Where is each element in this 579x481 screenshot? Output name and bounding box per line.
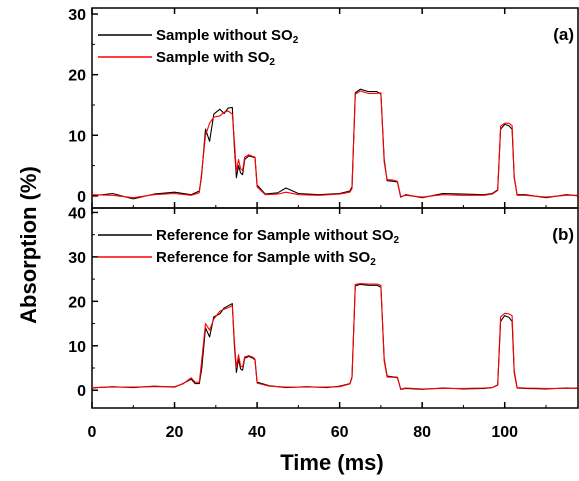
panel-label-a: (a) bbox=[553, 25, 574, 44]
x-axis: 0 20 40 60 80 100 bbox=[88, 424, 519, 441]
y-tick-label-b: 0 bbox=[77, 383, 86, 400]
x-tick-label: 0 bbox=[88, 424, 97, 441]
panel-label-b: (b) bbox=[552, 225, 574, 244]
legend-label-b-1: Reference for Sample without SO2 bbox=[156, 227, 400, 246]
panel-a: 0 10 20 30 Sample without SO2 Sample with SO2… bbox=[68, 7, 579, 209]
y-tick-label-a: 30 bbox=[68, 7, 86, 24]
y-tick-label-a: 20 bbox=[68, 68, 86, 85]
y-tick-label-b: 20 bbox=[68, 294, 86, 311]
y-tick-label-a: 10 bbox=[68, 128, 86, 145]
x-tick-label: 60 bbox=[331, 424, 349, 441]
x-tick-label: 100 bbox=[491, 424, 518, 441]
legend-label-a-2: Sample with SO2 bbox=[156, 49, 275, 68]
x-axis-title: Time (ms) bbox=[280, 450, 384, 475]
y-tick-label-a: 0 bbox=[77, 189, 86, 206]
series-line-a-1 bbox=[91, 88, 579, 200]
x-tick-label: 80 bbox=[413, 424, 431, 441]
series-line-b-2 bbox=[91, 283, 579, 390]
plot-frame-b bbox=[91, 207, 579, 409]
y-tick-label-b: 30 bbox=[68, 250, 86, 267]
y-axis-title: Absorption (%) bbox=[16, 166, 41, 324]
x-tick-label: 20 bbox=[166, 424, 184, 441]
panel-b: 0 10 20 30 40 Reference for Sample without SO… bbox=[68, 205, 579, 409]
x-tick-label: 40 bbox=[248, 424, 266, 441]
legend-label-a-1: Sample without SO2 bbox=[156, 27, 299, 46]
legend-label-b-2: Reference for Sample with SO2 bbox=[156, 249, 376, 268]
series-line-a-2 bbox=[91, 90, 579, 199]
y-tick-label-b: 10 bbox=[68, 339, 86, 356]
y-tick-label-b: 40 bbox=[68, 205, 86, 222]
series-line-b-1 bbox=[91, 283, 579, 390]
